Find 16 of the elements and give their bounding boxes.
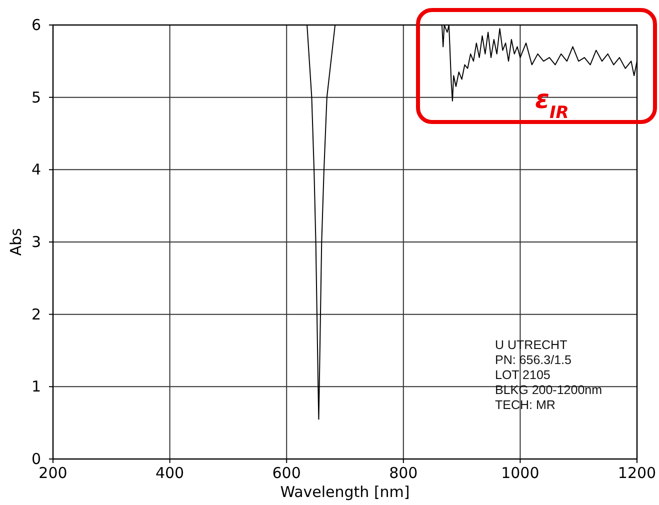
y-tick-label: 6 <box>31 16 41 34</box>
y-tick-label: 3 <box>31 233 41 251</box>
y-axis-title: Abs <box>7 228 25 256</box>
annotation: LOT 2105 <box>495 368 550 382</box>
y-tick-label: 1 <box>31 378 41 396</box>
y-tick-label: 2 <box>31 305 41 324</box>
y-tick-label: 0 <box>31 450 41 468</box>
x-tick-label: 200 <box>38 464 68 482</box>
x-axis-title: Wavelength [nm] <box>280 483 410 501</box>
x-tick-label: 600 <box>272 464 301 482</box>
x-tick-label: 1200 <box>618 464 656 482</box>
x-tick-label: 400 <box>155 464 184 482</box>
x-tick-label: 800 <box>389 464 418 482</box>
y-tick-label: 4 <box>31 160 41 179</box>
y-tick-label: 5 <box>31 88 41 106</box>
x-tick-label: 1000 <box>501 464 540 482</box>
